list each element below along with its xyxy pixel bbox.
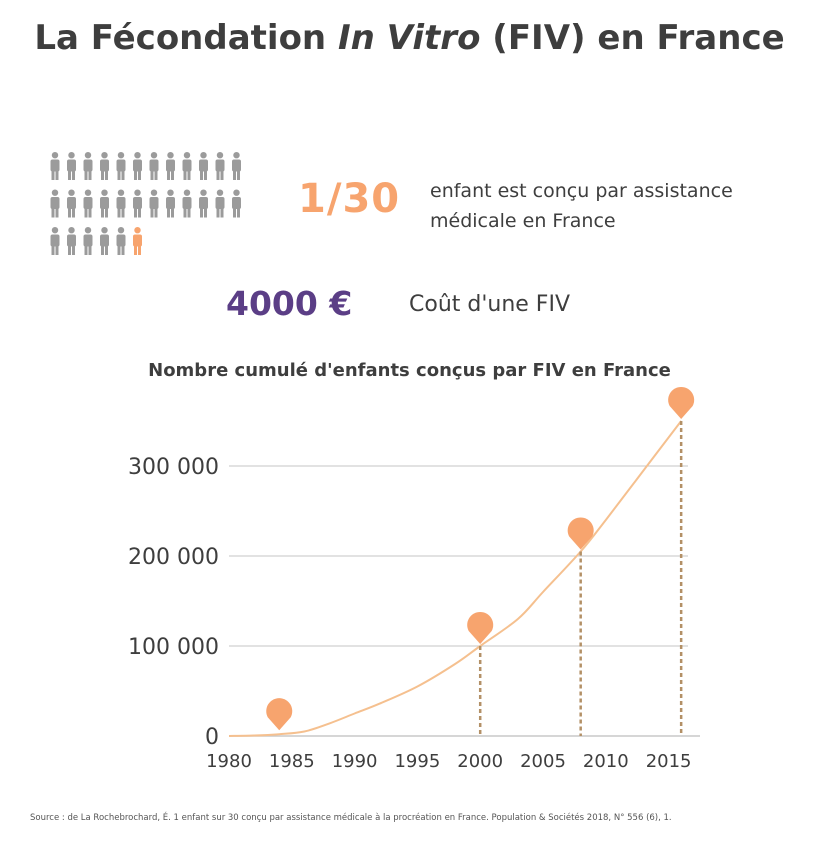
- chart-title: Nombre cumulé d'enfants conçus par FIV e…: [148, 360, 671, 381]
- source-citation: Source : de La Rochebrochard, É. 1 enfan…: [30, 813, 672, 823]
- person-icon: [166, 189, 175, 218]
- x-tick-label: 2000: [457, 751, 503, 772]
- person-icon: [67, 189, 76, 218]
- cost-label: Coût d'une FIV: [409, 292, 571, 317]
- person-icon: [50, 189, 60, 218]
- person-icon: [100, 152, 109, 180]
- person-icon: [182, 152, 192, 180]
- person-icon: [166, 152, 175, 180]
- y-tick-label: 300 000: [128, 455, 219, 480]
- x-tick-label: 2005: [520, 751, 566, 772]
- gridlines: [229, 465, 688, 647]
- person-icon: [116, 152, 126, 180]
- person-icon: [149, 152, 159, 180]
- person-icon: [83, 152, 93, 180]
- person-icon: [232, 189, 241, 218]
- map-pin-icon: [668, 386, 695, 419]
- map-pin-icon: [567, 517, 594, 550]
- person-icon: [215, 189, 225, 218]
- person-icon: [199, 152, 208, 180]
- fraction-description: enfant est conçu par assistance médicale…: [430, 180, 733, 232]
- x-tick-label: 2015: [646, 751, 692, 772]
- person-icon: [133, 152, 142, 180]
- cumulative-births-chart: 0 100 000 200 000 300 000 1980 1985 1990 1995 20…: [128, 386, 700, 772]
- x-tick-label: 1990: [332, 751, 378, 772]
- people-pictogram: [50, 152, 241, 255]
- map-pin-icon: [467, 611, 494, 644]
- fraction-stat: 1/30: [298, 176, 401, 222]
- person-icon: [116, 227, 126, 255]
- person-icon-highlighted: [133, 227, 142, 255]
- person-icon: [232, 152, 241, 180]
- person-icon: [50, 227, 60, 255]
- person-icon: [83, 189, 93, 218]
- person-icon: [215, 152, 225, 180]
- y-tick-label: 100 000: [128, 635, 219, 660]
- x-tick-label: 1985: [269, 751, 315, 772]
- x-tick-label: 1980: [206, 751, 252, 772]
- person-icon: [100, 189, 109, 218]
- cost-value: 4000 €: [226, 284, 353, 323]
- person-icon: [182, 189, 192, 218]
- person-icon: [67, 227, 76, 255]
- x-tick-label: 2010: [583, 751, 629, 772]
- x-tick-label: 1995: [394, 751, 440, 772]
- person-icon: [149, 189, 159, 218]
- map-pin-icon: [266, 698, 293, 731]
- page-title: La Fécondation In Vitro (FIV) en France: [0, 8, 819, 68]
- person-icon: [100, 227, 109, 255]
- person-icon: [67, 152, 76, 180]
- title-italic: In Vitro: [337, 18, 481, 58]
- y-tick-label: 0: [205, 725, 219, 750]
- person-icon: [133, 189, 142, 218]
- person-icon: [199, 189, 208, 218]
- person-icon: [116, 189, 126, 218]
- person-icon: [83, 227, 93, 255]
- person-icon: [50, 152, 60, 180]
- series-line: [228, 420, 682, 737]
- title-part-2: (FIV) en France: [480, 18, 785, 58]
- title-part-1: La Fécondation: [34, 18, 338, 58]
- y-tick-label: 200 000: [128, 545, 219, 570]
